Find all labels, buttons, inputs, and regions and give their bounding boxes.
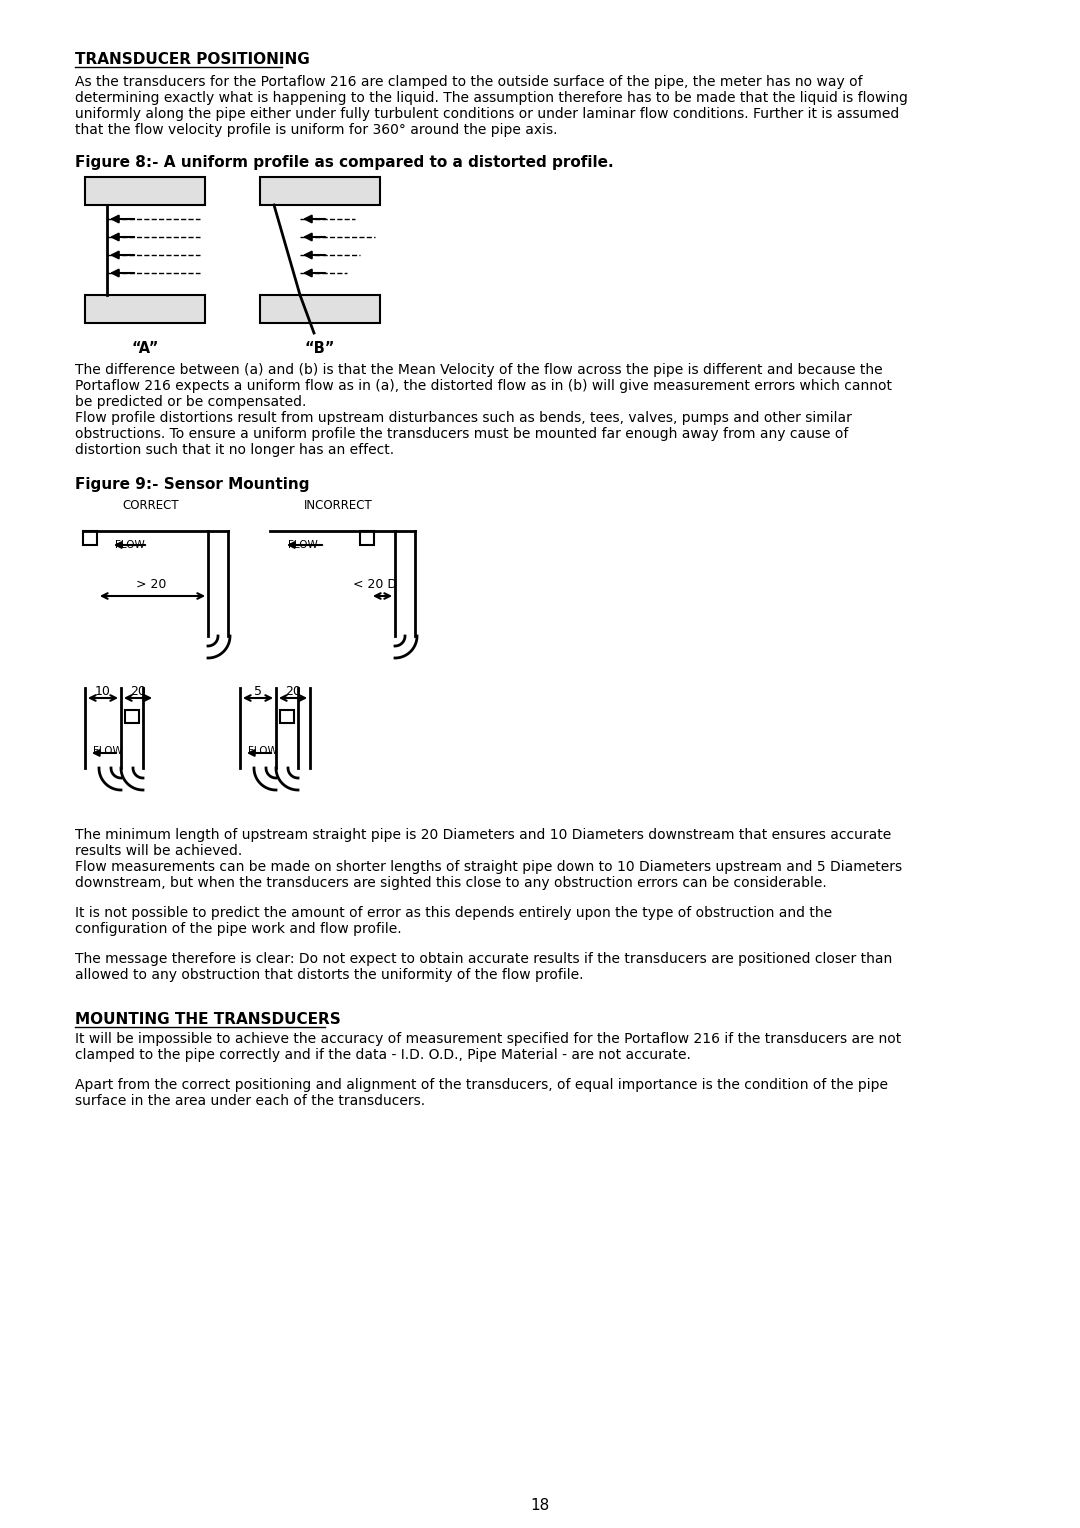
Text: surface in the area under each of the transducers.: surface in the area under each of the tr…	[75, 1094, 426, 1108]
Bar	[360, 532, 374, 545]
Text: downstream, but when the transducers are sighted this close to any obstruction e: downstream, but when the transducers are…	[75, 876, 827, 889]
Text: The difference between (a) and (b) is that the Mean Velocity of the flow across : The difference between (a) and (b) is th…	[75, 364, 882, 377]
Text: The message therefore is clear: Do not expect to obtain accurate results if the : The message therefore is clear: Do not e…	[75, 952, 892, 966]
Text: uniformly along the pipe either under fully turbulent conditions or under lamina: uniformly along the pipe either under fu…	[75, 107, 900, 121]
Text: The minimum length of upstream straight pipe is 20 Diameters and 10 Diameters do: The minimum length of upstream straight …	[75, 828, 891, 842]
Text: distortion such that it no longer has an effect.: distortion such that it no longer has an…	[75, 443, 394, 457]
Text: Portaflow 216 expects a uniform flow as in (a), the distorted flow as in (b) wil: Portaflow 216 expects a uniform flow as …	[75, 379, 892, 393]
Text: Flow profile distortions result from upstream disturbances such as bends, tees, : Flow profile distortions result from ups…	[75, 411, 852, 425]
Bar	[85, 177, 205, 205]
Text: results will be achieved.: results will be achieved.	[75, 843, 242, 859]
Text: obstructions. To ensure a uniform profile the transducers must be mounted far en: obstructions. To ensure a uniform profil…	[75, 426, 849, 442]
Text: FLOW: FLOW	[248, 746, 278, 756]
Text: allowed to any obstruction that distorts the uniformity of the flow profile.: allowed to any obstruction that distorts…	[75, 969, 583, 983]
Text: INCORRECT: INCORRECT	[303, 500, 373, 512]
Text: clamped to the pipe correctly and if the data - I.D. O.D., Pipe Material - are n: clamped to the pipe correctly and if the…	[75, 1048, 691, 1062]
Bar	[83, 532, 97, 545]
Bar	[280, 711, 294, 723]
Text: be predicted or be compensated.: be predicted or be compensated.	[75, 396, 307, 410]
Text: 20: 20	[285, 685, 301, 698]
Text: Figure 9:- Sensor Mounting: Figure 9:- Sensor Mounting	[75, 477, 310, 492]
Text: > 20: > 20	[136, 578, 166, 591]
Text: FLOW: FLOW	[288, 539, 318, 550]
Text: “A”: “A”	[132, 341, 159, 356]
Text: FLOW: FLOW	[114, 539, 145, 550]
Text: 18: 18	[530, 1497, 550, 1513]
Text: configuration of the pipe work and flow profile.: configuration of the pipe work and flow …	[75, 921, 402, 937]
Text: It will be impossible to achieve the accuracy of measurement specified for the P: It will be impossible to achieve the acc…	[75, 1031, 901, 1047]
Text: determining exactly what is happening to the liquid. The assumption therefore ha: determining exactly what is happening to…	[75, 92, 908, 105]
Text: CORRECT: CORRECT	[123, 500, 179, 512]
Text: It is not possible to predict the amount of error as this depends entirely upon : It is not possible to predict the amount…	[75, 906, 832, 920]
Text: “B”: “B”	[305, 341, 335, 356]
Text: MOUNTING THE TRANSDUCERS: MOUNTING THE TRANSDUCERS	[75, 1012, 341, 1027]
Text: TRANSDUCER POSITIONING: TRANSDUCER POSITIONING	[75, 52, 310, 67]
Text: Apart from the correct positioning and alignment of the transducers, of equal im: Apart from the correct positioning and a…	[75, 1077, 888, 1093]
Bar	[260, 177, 380, 205]
Bar	[85, 295, 205, 322]
Text: As the transducers for the Portaflow 216 are clamped to the outside surface of t: As the transducers for the Portaflow 216…	[75, 75, 863, 89]
Text: 5: 5	[254, 685, 262, 698]
Text: that the flow velocity profile is uniform for 360° around the pipe axis.: that the flow velocity profile is unifor…	[75, 122, 557, 138]
Text: < 20 D: < 20 D	[353, 578, 397, 591]
Bar	[125, 711, 139, 723]
Bar	[260, 295, 380, 322]
Text: 10: 10	[95, 685, 111, 698]
Text: Figure 8:- A uniform profile as compared to a distorted profile.: Figure 8:- A uniform profile as compared…	[75, 154, 613, 170]
Text: FLOW: FLOW	[93, 746, 123, 756]
Text: 20: 20	[130, 685, 146, 698]
Text: Flow measurements can be made on shorter lengths of straight pipe down to 10 Dia: Flow measurements can be made on shorter…	[75, 860, 902, 874]
